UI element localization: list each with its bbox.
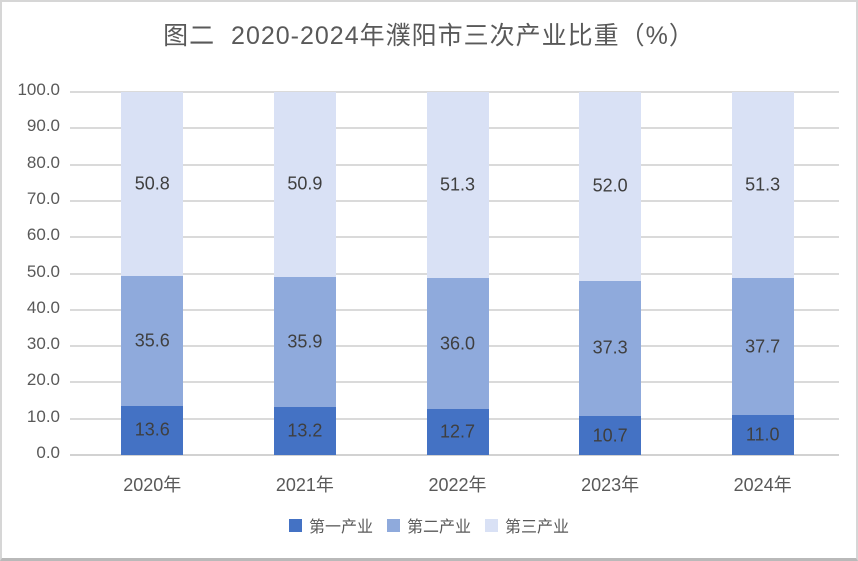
bar-value-label: 36.0 bbox=[439, 333, 476, 354]
y-tick-label: 70.0 bbox=[26, 188, 60, 208]
bar-segment-第二产业: 37.7 bbox=[731, 278, 794, 416]
y-tick-label: 20.0 bbox=[26, 370, 60, 390]
bar-segment-第一产业: 11.0 bbox=[731, 415, 794, 455]
legend-label: 第一产业 bbox=[308, 519, 373, 536]
bar-value-label: 13.6 bbox=[134, 419, 170, 440]
bar-value-label: 11.0 bbox=[745, 424, 780, 445]
bar-value-label: 35.6 bbox=[134, 330, 170, 351]
legend-item-第三产业: 第三产业 bbox=[485, 513, 569, 537]
x-category-label: 2021年 bbox=[275, 475, 334, 495]
x-category-label: 2022年 bbox=[428, 475, 487, 495]
bar-segment-第三产业: 51.3 bbox=[426, 92, 489, 279]
bar-segment-第二产业: 35.9 bbox=[273, 276, 336, 408]
bar-segment-第二产业: 36.0 bbox=[426, 278, 489, 409]
legend: 第一产业 第二产业 第三产业 bbox=[2, 513, 856, 537]
bar-segment-第一产业: 13.2 bbox=[273, 407, 336, 455]
y-tick-label: 50.0 bbox=[26, 261, 60, 281]
bar-value-label: 10.7 bbox=[592, 425, 628, 446]
bar-segment-第三产业: 52.0 bbox=[579, 92, 642, 281]
legend-item-第二产业: 第二产业 bbox=[386, 513, 471, 537]
bar-segment-第三产业: 50.9 bbox=[273, 92, 336, 277]
y-tick-label: 10.0 bbox=[26, 406, 60, 426]
legend-label: 第三产业 bbox=[505, 519, 570, 536]
bar-value-label: 52.0 bbox=[592, 175, 628, 196]
y-tick-label: 100.0 bbox=[17, 80, 60, 99]
bar-segment-第一产业: 12.7 bbox=[426, 408, 489, 455]
legend-label: 第二产业 bbox=[406, 519, 471, 536]
bar-value-label: 37.3 bbox=[592, 337, 628, 358]
x-category-label: 2023年 bbox=[581, 475, 640, 495]
y-tick-label: 80.0 bbox=[26, 152, 60, 172]
bar-value-label: 37.7 bbox=[745, 336, 781, 357]
gridline bbox=[70, 454, 839, 456]
bar-segment-第二产业: 35.6 bbox=[121, 276, 184, 406]
y-tick-label: 0.0 bbox=[36, 443, 60, 462]
bar-segment-第三产业: 51.3 bbox=[731, 92, 794, 279]
bar-segment-第一产业: 10.7 bbox=[579, 416, 642, 455]
y-tick-label: 30.0 bbox=[26, 334, 60, 354]
x-category-label: 2020年 bbox=[123, 475, 182, 495]
bar-value-label: 13.2 bbox=[287, 420, 323, 441]
x-category-label: 2024年 bbox=[733, 475, 792, 495]
legend-marker-icon bbox=[386, 518, 400, 532]
bar-value-label: 12.7 bbox=[439, 421, 476, 442]
y-tick-label: 60.0 bbox=[26, 225, 60, 245]
y-tick-label: 40.0 bbox=[26, 297, 60, 317]
bar-value-label: 50.9 bbox=[287, 173, 323, 194]
chart-title: 图二 2020-2024年濮阳市三次产业比重（%） bbox=[163, 22, 695, 50]
y-tick-label: 90.0 bbox=[26, 116, 60, 136]
legend-marker-icon bbox=[288, 518, 302, 532]
bar-segment-第一产业: 13.6 bbox=[121, 405, 184, 455]
bar-value-label: 50.8 bbox=[134, 173, 170, 194]
bar-value-label: 35.9 bbox=[287, 331, 323, 352]
bar-value-label: 51.3 bbox=[439, 174, 476, 195]
legend-marker-icon bbox=[485, 518, 498, 532]
legend-item-第一产业: 第一产业 bbox=[288, 513, 373, 537]
bar-segment-第二产业: 37.3 bbox=[579, 280, 642, 417]
bar-value-label: 51.3 bbox=[745, 174, 781, 195]
bar-segment-第三产业: 50.8 bbox=[121, 92, 184, 277]
